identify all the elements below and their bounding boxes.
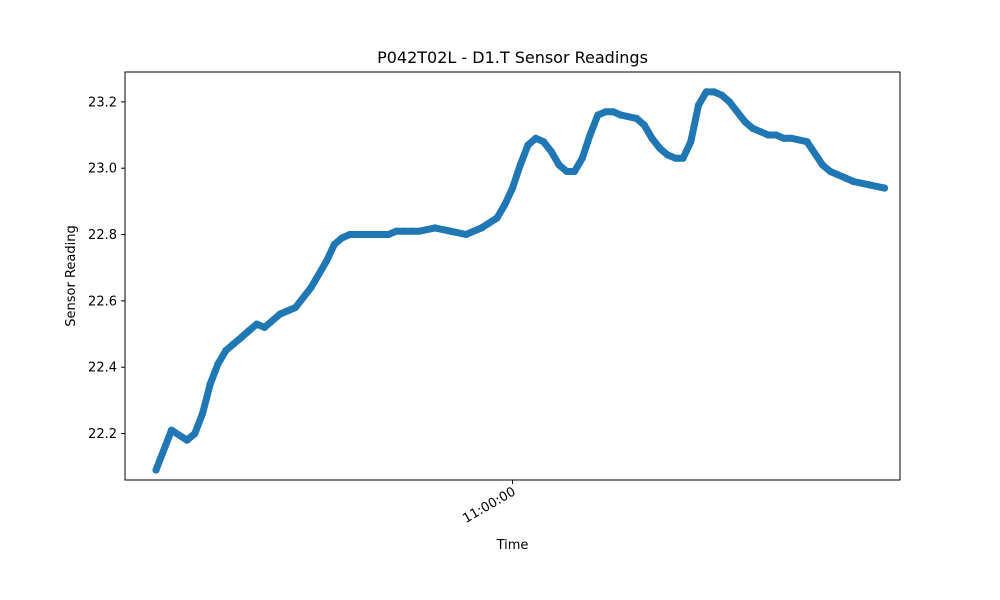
data-point [609, 108, 617, 116]
x-axis-label: Time [496, 538, 529, 553]
data-point [508, 184, 517, 192]
data-point [253, 320, 261, 328]
y-tick-label: 22.8 [88, 228, 117, 243]
data-point [648, 134, 656, 142]
data-point [198, 410, 207, 418]
y-tick-label: 23.0 [88, 162, 117, 177]
data-point [330, 240, 338, 249]
data-point [586, 131, 594, 139]
data-point [718, 91, 726, 99]
data-point [415, 227, 424, 235]
chart-title: P042T02L - D1.T Sensor Readings [377, 48, 648, 67]
data-point [191, 430, 199, 438]
data-point [632, 114, 641, 122]
data-point [601, 108, 610, 116]
data-point [493, 214, 501, 222]
data-point [384, 230, 393, 239]
data-point [229, 340, 238, 348]
data-point [369, 230, 377, 239]
data-point [392, 227, 400, 235]
data-point [826, 167, 834, 176]
data-point [206, 380, 214, 388]
data-point [772, 131, 780, 139]
y-tick-label: 23.2 [88, 95, 117, 110]
data-point [377, 230, 385, 239]
data-point [865, 181, 873, 189]
data-point [245, 327, 253, 335]
data-point [741, 118, 749, 126]
data-point [710, 88, 718, 96]
y-tick-label: 22.2 [88, 427, 117, 442]
data-point [617, 111, 625, 119]
data-point [803, 138, 811, 146]
data-point [570, 167, 579, 176]
data-point [400, 227, 408, 235]
data-point [276, 310, 284, 318]
data-point [338, 234, 346, 242]
data-point [516, 161, 524, 169]
data-point [477, 224, 486, 232]
data-point [167, 426, 176, 434]
data-point [880, 184, 889, 192]
y-tick-label: 22.6 [88, 294, 117, 309]
data-point [671, 154, 679, 162]
data-point [834, 171, 842, 179]
data-point [322, 257, 331, 265]
data-point [849, 177, 858, 186]
data-point [679, 154, 687, 162]
data-point [547, 148, 555, 156]
data-point [501, 201, 509, 209]
data-point [462, 230, 470, 239]
data-point [222, 347, 230, 355]
data-point [749, 124, 757, 132]
series-layer [152, 88, 889, 474]
data-point [307, 284, 315, 292]
data-point [663, 151, 672, 159]
data-point [555, 161, 563, 169]
y-axis-label: Sensor Reading [64, 225, 79, 326]
data-point [346, 230, 354, 239]
data-point [353, 230, 362, 239]
data-point [446, 227, 455, 235]
data-point [640, 121, 648, 129]
data-point [764, 131, 772, 139]
data-point [656, 144, 664, 152]
data-point [291, 303, 300, 312]
y-tick-label: 22.4 [88, 361, 117, 376]
data-point [780, 134, 788, 142]
data-point [524, 141, 532, 149]
data-point [431, 224, 439, 232]
data-point [842, 174, 850, 182]
data-point [361, 230, 369, 239]
data-point [237, 333, 245, 341]
data-point [818, 161, 827, 169]
data-point [183, 436, 191, 444]
data-point [260, 323, 269, 331]
data-point [756, 128, 765, 136]
data-point [694, 101, 703, 109]
data-point [594, 111, 602, 119]
data-point [532, 134, 540, 142]
data-point [152, 466, 160, 474]
data-point [214, 360, 222, 368]
data-point [539, 138, 548, 146]
data-point [563, 167, 571, 176]
y-axis: 22.2 22.4 22.6 22.8 23.0 23.2 [88, 95, 125, 442]
data-point [702, 88, 710, 96]
data-point [408, 227, 416, 235]
data-point [787, 134, 796, 142]
data-point [578, 154, 586, 162]
data-point [725, 98, 734, 106]
data-point [687, 138, 695, 146]
